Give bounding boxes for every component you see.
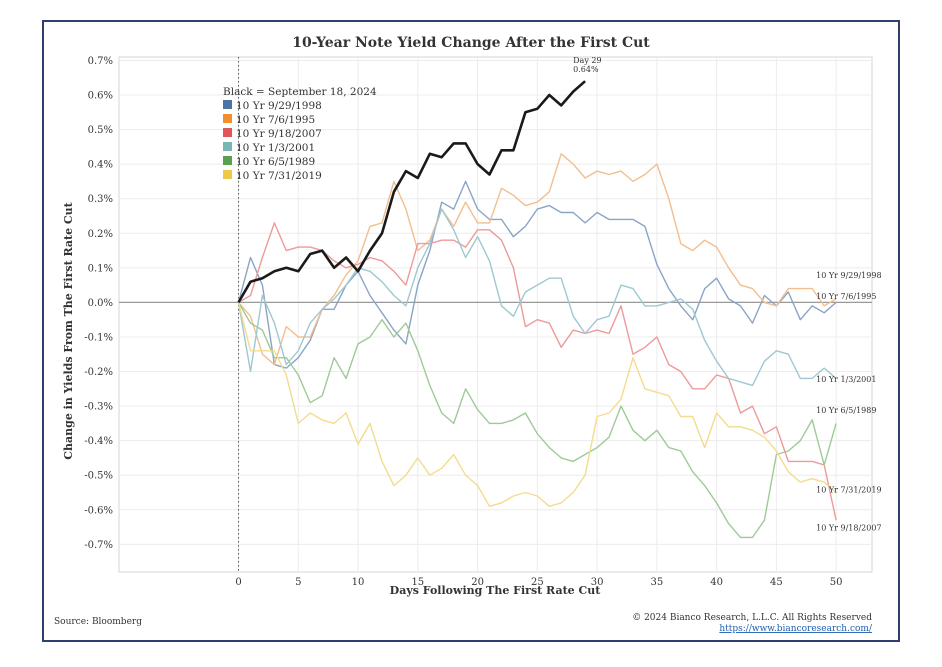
grid: [118, 56, 873, 573]
legend-item: 10 Yr 7/6/1995: [236, 114, 315, 126]
x-tick-label: 45: [770, 577, 783, 588]
legend-swatch: [223, 142, 232, 151]
chart-title: 10-Year Note Yield Change After the Firs…: [292, 35, 650, 51]
legend-header: Black = September 18, 2024: [223, 86, 377, 98]
series-line-10-yr-9-29-1998: [237, 180, 837, 369]
series-line-10-yr-6-5-1989: [237, 302, 837, 539]
x-tick-label: 50: [830, 577, 843, 588]
y-tick-label: 0.0%: [88, 298, 113, 309]
y-tick-label: 0.5%: [88, 125, 113, 136]
website-link[interactable]: https://www.biancoresearch.com/: [719, 624, 873, 634]
y-tick-label: -0.4%: [84, 436, 113, 447]
y-tick-label: 0.6%: [88, 91, 113, 102]
series-end-label: 10 Yr 9/18/2007: [816, 524, 881, 533]
series-line-10-yr-7-6-1995: [237, 153, 837, 366]
plot-border: [118, 56, 873, 573]
series-end-label: 10 Yr 7/6/1995: [816, 292, 876, 301]
chart: 10-Year Note Yield Change After the Firs…: [54, 35, 882, 634]
x-tick-label: 40: [710, 577, 723, 588]
series-line-10-yr-7-31-2019: [237, 302, 837, 507]
legend-swatch: [223, 114, 232, 123]
y-tick-label: -0.5%: [84, 471, 113, 482]
legend-swatch: [223, 100, 232, 109]
legend-swatch: [223, 156, 232, 165]
y-tick-label: 0.2%: [88, 229, 113, 240]
y-tick-label: -0.3%: [84, 402, 113, 413]
y-tick-label: 0.1%: [88, 263, 113, 274]
series-end-label: 10 Yr 7/31/2019: [816, 486, 881, 495]
legend-item: 10 Yr 1/3/2001: [236, 142, 315, 154]
series-line-10-yr-1-3-2001: [237, 208, 837, 387]
y-tick-label: 0.4%: [88, 160, 113, 171]
axes: 0 5 10 15 20 25 30 35 40 45 50 0.7% 0.6% 0.5% 0.4% 0.3%…: [84, 56, 872, 588]
series-end-label: 10 Yr 1/3/2001: [816, 375, 876, 384]
legend: Black = September 18, 2024 10 Yr 9/29/199…: [223, 86, 377, 182]
x-tick-label: 30: [591, 577, 604, 588]
chart-frame: 10-Year Note Yield Change After the Firs…: [42, 20, 900, 642]
series-end-label: 10 Yr 6/5/1989: [816, 406, 876, 415]
legend-swatch: [223, 170, 232, 179]
x-tick-label: 10: [352, 577, 365, 588]
legend-item: 10 Yr 6/5/1989: [236, 156, 315, 168]
copyright-note: © 2024 Bianco Research, L.L.C. All Right…: [632, 613, 872, 623]
x-tick-label: 0: [235, 577, 241, 588]
y-tick-label: 0.7%: [88, 56, 113, 67]
legend-item: 10 Yr 9/29/1998: [236, 100, 322, 112]
x-tick-label: 20: [471, 577, 484, 588]
series-line-black-september-18-2024: [237, 80, 586, 304]
legend-swatch: [223, 128, 232, 137]
y-tick-label: -0.2%: [84, 367, 113, 378]
x-tick-label: 25: [531, 577, 544, 588]
y-tick-label: -0.7%: [84, 540, 113, 551]
annotation-day: Day 29: [573, 56, 601, 65]
x-tick-label: 15: [411, 577, 424, 588]
y-tick-label: -0.1%: [84, 332, 113, 343]
legend-item: 10 Yr 9/18/2007: [236, 128, 322, 140]
y-axis-label: Change in Yields From The First Rate Cut: [62, 201, 75, 459]
x-tick-label: 5: [295, 577, 301, 588]
y-tick-label: -0.6%: [84, 505, 113, 516]
series-end-label: 10 Yr 9/29/1998: [816, 271, 881, 280]
series-group: 10 Yr 9/29/1998 10 Yr 7/6/1995 10 Yr 9/18/…: [237, 80, 882, 539]
annotations: Day 290.64%: [573, 56, 601, 74]
x-tick-label: 35: [650, 577, 663, 588]
annotation-value: 0.64%: [573, 65, 599, 74]
source-note: Source: Bloomberg: [54, 617, 142, 627]
x-axis-label: Days Following The First Rate Cut: [390, 584, 602, 597]
legend-item: 10 Yr 7/31/2019: [236, 170, 322, 182]
y-tick-label: 0.3%: [88, 194, 113, 205]
